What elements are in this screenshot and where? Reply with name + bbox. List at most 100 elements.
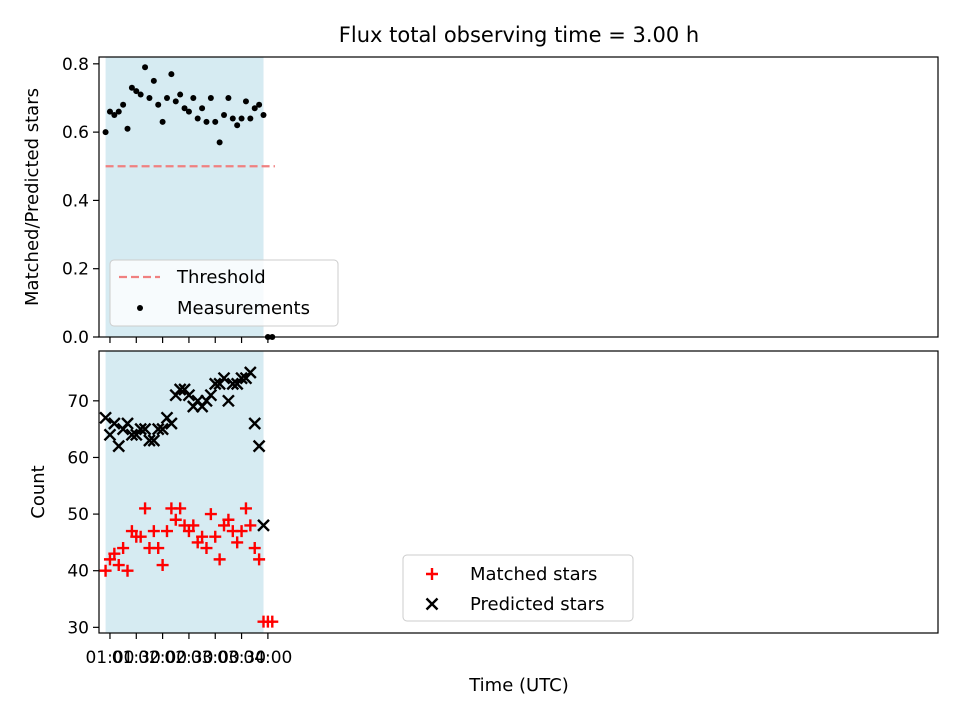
- measurement-point: [203, 118, 210, 125]
- predicted-star-point: [143, 434, 156, 447]
- measurement-point: [229, 115, 236, 122]
- legend-box: [109, 259, 339, 327]
- measurement-point: [225, 94, 232, 101]
- predicted-star-point: [182, 388, 196, 402]
- predicted-star-point: [204, 388, 218, 402]
- measurement-point: [137, 91, 144, 98]
- measurement-point: [146, 94, 153, 101]
- y-tick-label: 0.8: [62, 55, 89, 75]
- predicted-star-point: [226, 377, 240, 391]
- predicted-star-point: [252, 439, 266, 453]
- measurement-point: [212, 118, 219, 125]
- measurement-point: [221, 112, 228, 119]
- predicted-star-point: [121, 417, 134, 430]
- predicted-star-point: [248, 417, 262, 430]
- predicted-star-point: [217, 371, 231, 385]
- measurement-point: [190, 94, 197, 101]
- measurement-point: [150, 77, 157, 84]
- x-tick-label: 02:30: [164, 648, 213, 668]
- matched-star-point: [231, 536, 244, 549]
- predicted-star-point: [173, 383, 187, 396]
- measurement-point: [177, 91, 184, 98]
- legend-label-matched: Matched stars: [470, 564, 597, 585]
- measurement-point: [247, 115, 254, 122]
- measurement-point: [155, 101, 162, 108]
- y-tick-label: 40: [67, 562, 89, 582]
- predicted-star-point: [165, 417, 178, 430]
- matched-star-point: [174, 502, 187, 515]
- predicted-star-point: [108, 417, 121, 430]
- predicted-star-point: [243, 366, 257, 379]
- y-tick-label: 50: [67, 505, 89, 525]
- x-tick-label: 04:00: [243, 648, 292, 668]
- measurement-point: [234, 122, 241, 129]
- matched-star-point: [147, 525, 160, 538]
- x-tick-label: 02:00: [138, 648, 187, 668]
- matched-star-point: [235, 525, 248, 538]
- measurement-point: [251, 105, 258, 112]
- predicted-star-point: [208, 377, 222, 391]
- legend-label-measurements: Measurements: [177, 298, 310, 319]
- measurement-point: [133, 88, 140, 95]
- predicted-star-point: [151, 422, 165, 436]
- ratio-panel: 0.0 0.2 0.4 0.6 0.8 Matched/Predicted stars Th…: [22, 55, 939, 348]
- measurement-point: [128, 84, 135, 91]
- matched-star-point: [169, 513, 182, 526]
- matched-star-point: [196, 530, 209, 543]
- predicted-star-point: [138, 422, 152, 436]
- predicted-star-point: [99, 411, 112, 425]
- measurement-point: [256, 101, 263, 108]
- predicted-star-point: [156, 422, 169, 436]
- measurement-point: [159, 118, 166, 125]
- measurement-point: [194, 115, 201, 122]
- matched-star-point: [156, 559, 169, 572]
- predicted-star-point: [257, 519, 270, 532]
- x-tick-label: 03:30: [217, 648, 266, 668]
- matched-star-point: [209, 530, 222, 543]
- matched-star-point: [99, 564, 112, 577]
- measurement-point: [185, 108, 192, 115]
- legend-label-predicted: Predicted stars: [470, 594, 604, 615]
- measurement-point: [106, 108, 113, 115]
- y-tick-label: 60: [67, 448, 89, 468]
- measurement-point: [181, 105, 188, 112]
- measurement-point: [115, 108, 122, 115]
- measurement-point: [102, 129, 109, 136]
- matched-star-point: [244, 519, 257, 532]
- plot-frame: [98, 350, 939, 634]
- predicted-star-point: [134, 422, 148, 436]
- legend-matched-swatch: [426, 568, 438, 580]
- matched-star-point: [117, 542, 130, 555]
- measurement-point: [199, 105, 206, 112]
- x-tick-label: 01:30: [112, 648, 161, 668]
- matched-star-point: [239, 502, 252, 515]
- matched-star-point: [121, 564, 134, 577]
- predicted-star-point: [235, 371, 248, 385]
- measurement-point: [163, 94, 170, 101]
- matched-star-point: [108, 547, 121, 560]
- chart-title: Flux total observing time = 3.00 h: [339, 23, 699, 47]
- predicted-star-point: [222, 394, 235, 408]
- plot-frame: [98, 56, 939, 338]
- matched-star-point: [266, 615, 279, 628]
- measurement-point: [120, 101, 127, 108]
- y-tick-label: 30: [67, 618, 89, 638]
- y-tick-label: 0.4: [62, 191, 89, 211]
- y-axis-label: Matched/Predicted stars: [22, 88, 43, 306]
- measurement-point: [124, 125, 131, 132]
- matched-star-point: [222, 513, 235, 526]
- x-tick-label: 01:00: [85, 648, 134, 668]
- y-tick-label: 0.6: [62, 123, 89, 143]
- measurement-point: [260, 112, 267, 119]
- predicted-star-point: [103, 428, 117, 442]
- predicted-star-point: [147, 434, 161, 447]
- count-legend: Matched stars Predicted stars: [402, 554, 634, 622]
- legend-predicted-swatch: [425, 597, 439, 611]
- measurement-point: [242, 98, 249, 105]
- x-tick-label: 03:00: [191, 648, 240, 668]
- matched-star-point: [200, 542, 213, 555]
- measurement-point: [216, 139, 223, 146]
- legend-label-threshold: Threshold: [176, 267, 266, 288]
- matched-star-point: [213, 553, 226, 566]
